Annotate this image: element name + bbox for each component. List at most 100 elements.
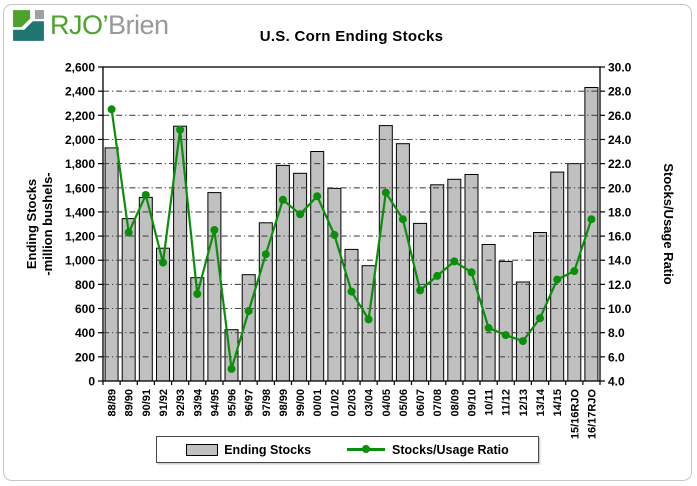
x-category-label: 96/97 [244, 389, 256, 417]
left-tick-label: 1,800 [65, 157, 95, 171]
x-category-label: 01/02 [329, 389, 341, 417]
x-category-label: 13/14 [535, 388, 547, 416]
left-tick-label: 1,600 [65, 181, 95, 195]
right-tick-label: 26.0 [608, 109, 632, 123]
rjobrien-logo: RJO’Brien [12, 9, 169, 42]
x-category-label: 08/09 [449, 389, 461, 417]
line-marker [484, 323, 493, 332]
x-category-label: 03/04 [364, 388, 376, 416]
x-category-label: 07/08 [432, 389, 444, 417]
x-category-label: 12/13 [518, 389, 530, 417]
x-category-label: 06/07 [415, 389, 427, 417]
line-marker [501, 331, 510, 340]
plot-border [102, 66, 601, 382]
x-category-label: 14/15 [552, 389, 564, 417]
line-marker [450, 257, 459, 266]
logo-text: RJO’Brien [50, 12, 169, 39]
line-marker [398, 215, 407, 224]
legend: Ending Stocks Stocks/Usage Ratio [156, 436, 539, 463]
left-tick-label: 1,400 [65, 205, 95, 219]
bar [464, 174, 479, 382]
right-tick-label: 24.0 [608, 133, 632, 147]
bar [344, 248, 359, 382]
left-tick-label: 600 [75, 302, 95, 316]
x-category-label: 02/03 [347, 389, 359, 417]
right-tick-label: 8.0 [608, 326, 625, 340]
bar [395, 143, 410, 382]
left-tick-label: 1,000 [65, 254, 95, 268]
x-category-label: 90/91 [141, 389, 153, 417]
x-category-label: 97/98 [261, 389, 273, 417]
bar [293, 172, 308, 382]
line-marker [587, 215, 596, 224]
x-category-label: 15/16RJO [569, 389, 581, 440]
bar [498, 260, 513, 382]
x-category-label: 91/92 [158, 389, 170, 417]
right-tick-label: 28.0 [608, 85, 632, 99]
line-marker [416, 286, 425, 295]
right-tick-label: 20.0 [608, 181, 632, 195]
right-tick-label: 22.0 [608, 157, 632, 171]
bar [515, 281, 530, 382]
x-category-label: 88/89 [107, 389, 119, 417]
left-tick-label: 400 [75, 326, 95, 340]
line-marker [518, 337, 527, 346]
right-tick-label: 16.0 [608, 230, 632, 244]
left-tick-label: 2,000 [65, 133, 95, 147]
x-category-label: 04/05 [381, 389, 393, 417]
legend-bar-swatch-icon [186, 443, 219, 456]
right-tick-label: 18.0 [608, 205, 632, 219]
line-marker [467, 268, 476, 277]
line-marker [347, 287, 356, 296]
legend-item-ending-stocks: Ending Stocks [186, 443, 311, 457]
right-tick-label: 4.0 [608, 375, 625, 389]
bar [310, 151, 325, 382]
x-category-label: 99/00 [295, 389, 307, 417]
right-tick-label: 10.0 [608, 302, 632, 316]
left-tick-label: 1,200 [65, 230, 95, 244]
left-tick-label: 2,200 [65, 109, 95, 123]
x-category-label: 89/90 [124, 389, 136, 417]
x-category-label: 16/17RJO [586, 389, 598, 440]
line-marker [227, 364, 236, 373]
legend-line-label: Stocks/Usage Ratio [392, 442, 509, 457]
bar [447, 178, 462, 382]
logo-text-rjo: RJO’ [50, 10, 109, 40]
rjobrien-logo-icon [13, 10, 44, 41]
x-category-label: 95/96 [227, 389, 239, 417]
left-tick-label: 200 [75, 350, 95, 364]
x-category-label: 00/01 [312, 389, 324, 417]
logo-text-brien: Brien [108, 10, 169, 40]
line-marker [244, 307, 253, 315]
line-marker [124, 228, 133, 237]
line-marker [141, 191, 150, 199]
x-category-label: 93/94 [192, 388, 204, 416]
left-axis-title-line1: Ending Stocks [24, 179, 39, 269]
right-axis-title: Stocks/Usage Ratio [661, 163, 676, 284]
line-marker [176, 125, 185, 134]
line-marker [107, 105, 116, 114]
right-tick-label: 12.0 [608, 278, 632, 292]
x-category-label: 11/12 [501, 389, 513, 416]
x-category-label: 05/06 [398, 389, 410, 417]
line-marker [330, 230, 339, 239]
line-marker [364, 315, 373, 324]
legend-item-stocks-usage-ratio: Stocks/Usage Ratio [347, 443, 509, 457]
bar [430, 184, 445, 382]
line-marker [536, 314, 544, 323]
line-marker [296, 210, 305, 219]
bar [413, 222, 428, 382]
left-tick-label: 0 [88, 375, 95, 389]
bar [104, 147, 119, 382]
line-marker [193, 290, 202, 298]
bar [138, 196, 153, 382]
chart-title: U.S. Corn Ending Stocks [259, 28, 444, 45]
left-axis-title-line2: -million bushels- [40, 172, 55, 275]
x-category-label: 09/10 [467, 389, 479, 417]
line-marker [570, 267, 579, 276]
line-marker [433, 271, 442, 280]
x-category-label: 10/11 [484, 389, 496, 416]
line-marker [278, 195, 287, 204]
